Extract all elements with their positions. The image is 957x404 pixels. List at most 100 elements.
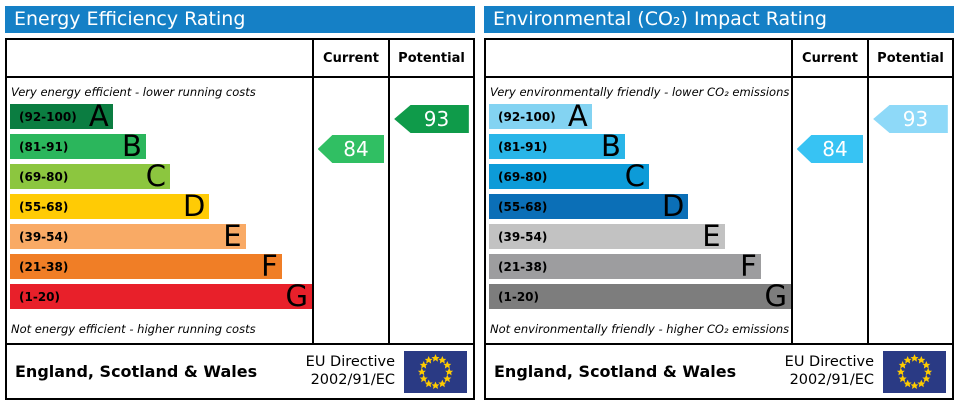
band-letter: G xyxy=(285,279,308,313)
energy-potential-value: 93 xyxy=(423,107,450,131)
environmental-band-bar-d: (55-68) D xyxy=(489,189,689,223)
environmental-table: Current Potential Very environmentally f… xyxy=(484,38,954,400)
environmental-potential-column: 93 xyxy=(867,78,952,343)
band-range-label: (1-20) xyxy=(498,289,539,304)
environmental-potential-rating-arrow: 93 xyxy=(873,105,948,133)
energy-efficiency-panel: Energy Efficiency Rating Current Potenti… xyxy=(5,6,475,400)
energy-potential-column: 93 xyxy=(388,78,473,343)
environmental-potential-header: Potential xyxy=(867,40,952,76)
eu-directive-line1: EU Directive xyxy=(305,354,395,371)
energy-potential-rating-arrow: 93 xyxy=(394,105,469,133)
band-range-label: (69-80) xyxy=(498,169,548,184)
band-range-label: (39-54) xyxy=(498,229,548,244)
energy-band-bar-f: (21-38) F xyxy=(10,249,282,283)
environmental-current-column: 84 xyxy=(791,78,867,343)
band-letter: A xyxy=(567,99,588,133)
eu-flag-icon xyxy=(883,350,946,393)
energy-current-column: 84 xyxy=(312,78,388,343)
energy-band-row-d: (55-68) D xyxy=(10,189,312,224)
energy-title-bar: Energy Efficiency Rating xyxy=(5,6,475,33)
band-range-label: (1-20) xyxy=(19,289,60,304)
energy-table: Current Potential Very energy efficient … xyxy=(5,38,475,400)
environmental-bands: (92-100) A (81-91) B (69-80) C (55-68) D (39… xyxy=(486,99,791,314)
band-range-label: (21-38) xyxy=(498,259,548,274)
environmental-band-row-c: (69-80) C xyxy=(489,159,791,194)
environmental-bottom-caption: Not environmentally friendly - higher CO… xyxy=(490,322,790,336)
energy-band-bar-c: (69-80) C xyxy=(10,159,171,193)
energy-potential-header: Potential xyxy=(388,40,473,76)
energy-band-bar-g: (1-20) G xyxy=(10,279,312,313)
energy-eu-directive-label: EU Directive 2002/91/EC xyxy=(306,354,395,389)
band-range-label: (39-54) xyxy=(19,229,69,244)
environmental-header-row: Current Potential xyxy=(486,40,952,78)
energy-chart-body: Very energy efficient - lower running co… xyxy=(7,78,473,343)
energy-band-row-g: (1-20) G xyxy=(10,279,312,314)
energy-band-bar-d: (55-68) D xyxy=(10,189,210,223)
energy-current-header: Current xyxy=(312,40,388,76)
environmental-band-row-e: (39-54) E xyxy=(489,219,791,254)
environmental-panel-title: Environmental (CO₂) Impact Rating xyxy=(493,8,827,30)
environmental-band-row-g: (1-20) G xyxy=(489,279,791,314)
energy-band-bar-a: (92-100) A xyxy=(10,99,113,133)
energy-header-empty-cell xyxy=(7,40,312,76)
band-range-label: (55-68) xyxy=(498,199,548,214)
energy-band-bar-b: (81-91) B xyxy=(10,129,146,163)
band-letter: E xyxy=(702,219,721,253)
band-letter: B xyxy=(600,129,621,163)
eu-directive-line2: 2002/91/EC xyxy=(310,371,395,388)
eu-directive-line1: EU Directive xyxy=(784,354,874,371)
energy-band-column: Very energy efficient - lower running co… xyxy=(7,78,312,343)
environmental-band-bar-b: (81-91) B xyxy=(489,129,625,163)
band-letter: C xyxy=(624,159,646,193)
environmental-potential-value: 93 xyxy=(902,107,929,131)
energy-region-label: England, Scotland & Wales xyxy=(15,362,258,381)
environmental-current-value: 84 xyxy=(822,137,848,161)
band-range-label: (92-100) xyxy=(19,109,77,124)
energy-band-bar-e: (39-54) E xyxy=(10,219,246,253)
energy-current-value: 84 xyxy=(343,137,369,161)
environmental-band-bar-e: (39-54) E xyxy=(489,219,725,253)
band-letter: F xyxy=(261,249,278,283)
band-letter: C xyxy=(145,159,167,193)
band-range-label: (92-100) xyxy=(498,109,556,124)
energy-footer: England, Scotland & Wales EU Directive 2… xyxy=(7,343,473,398)
environmental-top-caption: Very environmentally friendly - lower CO… xyxy=(490,85,790,99)
environmental-band-row-a: (92-100) A xyxy=(489,99,791,134)
energy-top-caption: Very energy efficient - lower running co… xyxy=(11,85,256,99)
energy-band-row-f: (21-38) F xyxy=(10,249,312,284)
band-letter: A xyxy=(88,99,109,133)
band-letter: D xyxy=(661,189,685,223)
environmental-impact-panel: Environmental (CO₂) Impact Rating Curren… xyxy=(484,6,954,400)
environmental-region-label: England, Scotland & Wales xyxy=(494,362,737,381)
energy-band-row-c: (69-80) C xyxy=(10,159,312,194)
environmental-band-row-f: (21-38) F xyxy=(489,249,791,284)
energy-band-row-b: (81-91) B xyxy=(10,129,312,164)
band-letter: E xyxy=(223,219,242,253)
environmental-footer: England, Scotland & Wales EU Directive 2… xyxy=(486,343,952,398)
band-letter: G xyxy=(764,279,787,313)
energy-band-row-a: (92-100) A xyxy=(10,99,312,134)
band-letter: B xyxy=(121,129,142,163)
environmental-band-bar-f: (21-38) F xyxy=(489,249,761,283)
environmental-current-header: Current xyxy=(791,40,867,76)
band-letter: F xyxy=(740,249,757,283)
environmental-current-rating-arrow: 84 xyxy=(796,135,864,163)
environmental-band-row-d: (55-68) D xyxy=(489,189,791,224)
environmental-band-bar-a: (92-100) A xyxy=(489,99,592,133)
band-range-label: (69-80) xyxy=(19,169,69,184)
environmental-band-bar-g: (1-20) G xyxy=(489,279,791,313)
band-range-label: (55-68) xyxy=(19,199,69,214)
energy-panel-title: Energy Efficiency Rating xyxy=(14,8,246,30)
band-letter: D xyxy=(182,189,206,223)
energy-header-row: Current Potential xyxy=(7,40,473,78)
environmental-band-column: Very environmentally friendly - lower CO… xyxy=(486,78,791,343)
environmental-header-empty-cell xyxy=(486,40,791,76)
energy-bands: (92-100) A (81-91) B (69-80) C (55-68) D (39… xyxy=(7,99,312,314)
energy-current-rating-arrow: 84 xyxy=(317,135,385,163)
band-range-label: (21-38) xyxy=(19,259,69,274)
band-range-label: (81-91) xyxy=(19,139,69,154)
environmental-band-row-b: (81-91) B xyxy=(489,129,791,164)
energy-bottom-caption: Not energy efficient - higher running co… xyxy=(11,322,256,336)
environmental-band-bar-c: (69-80) C xyxy=(489,159,650,193)
